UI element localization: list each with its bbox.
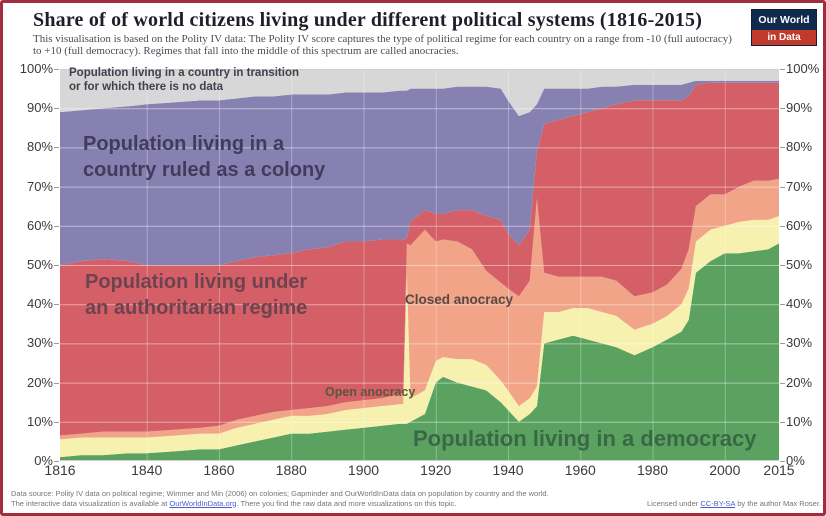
y-axis-label-left: 30% <box>26 335 53 351</box>
stacked-area-chart <box>60 69 780 461</box>
x-axis-label: 1920 <box>420 462 452 478</box>
label-colony: Population living in a country ruled as … <box>83 133 326 181</box>
y-axis-tick <box>780 225 785 227</box>
footer-source-line: Data source: Polity IV data on political… <box>11 489 549 498</box>
y-axis-label-right: 60% <box>786 217 813 233</box>
area-closed-anocracy <box>60 178 779 440</box>
y-axis-label-right: 90% <box>786 100 813 116</box>
our-world-in-data-logo: Our World in Data <box>751 9 817 46</box>
y-axis-tick <box>54 108 59 110</box>
y-axis-tick <box>780 108 785 110</box>
y-axis-label-right: 40% <box>786 296 813 312</box>
y-axis-tick <box>780 147 785 149</box>
area-open-anocracy <box>60 216 779 458</box>
y-axis-label-left: 50% <box>26 257 53 272</box>
x-axis-label: 1860 <box>203 462 235 478</box>
y-axis-label-right: 80% <box>786 139 813 155</box>
y-axis-tick <box>54 147 59 149</box>
y-axis-tick <box>780 265 785 266</box>
y-axis-label-left: 70% <box>26 178 53 194</box>
area-authoritarian <box>60 82 779 436</box>
x-axis-label: 1880 <box>275 462 307 478</box>
y-axis-tick <box>780 343 785 345</box>
y-axis-label-left: 100% <box>19 61 53 76</box>
label-transition-no-data: Population living in a country in transi… <box>69 67 300 93</box>
y-axis-tick <box>54 461 59 462</box>
y-axis-tick <box>54 343 59 345</box>
area-democracy <box>60 243 779 461</box>
y-axis-tick <box>780 382 785 384</box>
y-axis-tick <box>54 69 59 70</box>
x-axis-label: 1980 <box>636 462 669 478</box>
x-axis-label: 1900 <box>347 462 380 478</box>
y-axis-tick <box>54 186 59 188</box>
y-axis-label-right: 20% <box>786 374 813 390</box>
y-axis-tick <box>54 421 59 423</box>
y-axis-label-right: 70% <box>786 178 813 194</box>
y-axis-label-left: 20% <box>26 374 53 390</box>
x-axis-label: 1816 <box>44 462 76 478</box>
logo-text-bottom: in Data <box>752 30 816 45</box>
y-axis-label-right: 10% <box>786 413 813 429</box>
y-axis-tick <box>780 69 785 70</box>
y-axis-label-right: 0% <box>786 453 805 468</box>
y-axis-tick <box>54 382 59 384</box>
y-axis-label-left: 90% <box>26 100 53 116</box>
page-title: Share of of world citizens living under … <box>33 9 703 31</box>
label-closed-anocracy: Closed anocracy <box>405 292 514 307</box>
y-axis-tick <box>54 265 59 266</box>
y-axis-tick <box>780 421 785 423</box>
y-axis-label-right: 30% <box>786 335 813 351</box>
y-axis-label-right: 100% <box>786 61 820 76</box>
y-axis-tick <box>780 461 785 462</box>
x-axis-label: 2015 <box>763 462 795 478</box>
owid-link[interactable]: OurWorldInData.org <box>169 498 237 508</box>
y-axis-label-left: 80% <box>26 139 53 155</box>
label-democracy: Population living in a democracy <box>413 426 757 451</box>
x-axis-label: 2000 <box>709 462 741 478</box>
license-link[interactable]: CC-BY-SA <box>700 498 736 508</box>
label-authoritarian: Population living under an authoritarian… <box>85 271 308 319</box>
x-axis-label: 1840 <box>131 462 163 478</box>
area-colony <box>60 80 779 265</box>
y-axis-label-left: 0% <box>34 453 53 468</box>
footer-license-line: Licensed under CC-BY-SA by the author Ma… <box>646 498 821 508</box>
y-axis-label-left: 10% <box>26 413 53 429</box>
y-axis-label-right: 50% <box>786 257 813 272</box>
x-axis-label: 1960 <box>564 462 596 478</box>
logo-text-top: Our World <box>758 14 810 26</box>
chart-footer: Data source: Polity IV data on political… <box>11 489 821 508</box>
chart-subtitle: This visualisation is based on the Polit… <box>33 33 732 57</box>
y-axis-tick <box>780 304 785 306</box>
y-axis-tick <box>780 186 785 188</box>
label-open-anocracy: Open anocracy <box>325 385 416 399</box>
y-axis-tick <box>54 304 59 306</box>
y-axis-label-left: 60% <box>26 217 53 233</box>
area-transition-no-data <box>60 69 779 116</box>
x-axis-label: 1940 <box>492 462 524 478</box>
y-axis-label-left: 40% <box>26 296 53 312</box>
footer-info-line: The interactive data visualization is av… <box>11 498 457 508</box>
y-axis-tick <box>54 225 59 227</box>
